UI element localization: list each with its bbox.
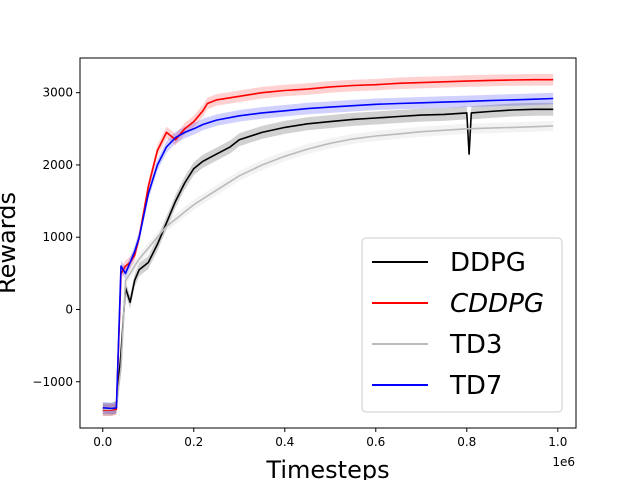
legend: DDPG CDDPG TD3 TD7 — [361, 237, 563, 413]
series-line-ddpg — [102, 108, 554, 411]
x-tick-label: 0.2 — [184, 435, 203, 449]
band-td3 — [102, 120, 554, 415]
x-tick-label: 0.4 — [275, 435, 294, 449]
y-tick-label: 3000 — [42, 86, 73, 100]
legend-label-cddpg: CDDPG — [450, 289, 544, 319]
x-tick-label: 1.0 — [548, 435, 567, 449]
y-tick-label: 0 — [65, 302, 73, 316]
legend-label-td7: TD7 — [449, 371, 502, 401]
y-tick-label: 2000 — [42, 158, 73, 172]
x-tick-label: 0.6 — [366, 435, 385, 449]
x-axis-label: Timesteps — [265, 456, 389, 480]
y-axis-label: Rewards — [0, 192, 21, 294]
legend-label-ddpg: DDPG — [450, 248, 526, 278]
y-tick-label: −1000 — [32, 375, 73, 389]
series-line-td3 — [102, 125, 554, 411]
series-line-td7 — [102, 97, 554, 410]
y-tick-label: 1000 — [42, 230, 73, 244]
legend-box — [361, 237, 563, 413]
series-lines — [102, 78, 554, 411]
x-tick-label: 0.0 — [93, 435, 112, 449]
axes-frame — [79, 57, 577, 429]
confidence-bands — [102, 73, 554, 416]
x-offset-label: 1e6 — [552, 455, 575, 469]
legend-label-td3: TD3 — [449, 330, 502, 360]
x-tick-label: 0.8 — [457, 435, 476, 449]
y-ticks: −1000 0 1000 2000 3000 — [32, 86, 80, 389]
x-ticks: 0.0 0.2 0.4 0.6 0.8 1.0 — [93, 428, 567, 449]
